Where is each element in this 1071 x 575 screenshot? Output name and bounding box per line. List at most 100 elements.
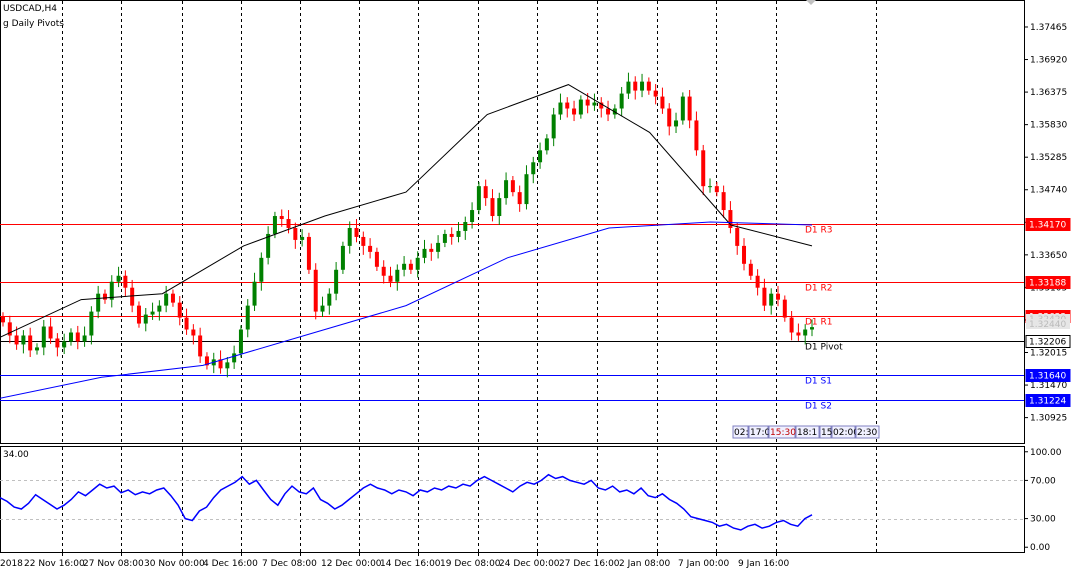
- candle-body: [21, 335, 26, 345]
- candle-body: [476, 186, 481, 211]
- x-tick-label: 14 Dec 16:00: [380, 559, 441, 569]
- candle-body: [653, 90, 658, 97]
- indicator-title: g Daily Pivots: [3, 19, 64, 29]
- oscillator-line: [0, 473, 813, 531]
- candle-body: [340, 245, 345, 270]
- level-label-d1-r1: D1 R1: [805, 318, 833, 328]
- candle-body: [143, 314, 148, 324]
- candle-body: [14, 335, 19, 345]
- candle-body: [803, 329, 808, 336]
- candle-body: [347, 227, 352, 246]
- candle-body: [218, 359, 223, 369]
- candle-body: [48, 326, 53, 339]
- candle-body: [667, 108, 672, 127]
- candle-body: [442, 233, 447, 243]
- x-tick-label: 27 Dec 16:00: [559, 559, 620, 569]
- time-label-box: [732, 425, 749, 439]
- candle-body: [769, 293, 774, 306]
- y-tick-label: 1.31470: [1030, 381, 1067, 391]
- candle-body: [748, 263, 753, 276]
- candle-body: [810, 327, 814, 330]
- price-badge-label: 1.33188: [1029, 279, 1066, 289]
- candle-body: [701, 150, 706, 187]
- x-tick-label: 22 Nov 16:00: [24, 559, 85, 569]
- current-price-badge: [1026, 319, 1070, 329]
- candle-body: [626, 81, 631, 94]
- x-tick-label: 2018: [0, 559, 23, 569]
- x-tick-label: 7 Jan 00:00: [678, 559, 730, 569]
- candle-body: [55, 338, 60, 348]
- candle-body: [361, 236, 366, 246]
- candle-body: [449, 233, 454, 237]
- time-grid: [62, 1, 877, 552]
- candle-body: [89, 311, 94, 336]
- candle-body: [245, 305, 250, 330]
- candle-body: [300, 236, 305, 240]
- candle-body: [136, 305, 141, 324]
- candle-body: [238, 329, 243, 354]
- candle-body: [429, 248, 434, 252]
- candle-body: [551, 114, 556, 139]
- y-tick-label: 1.33650: [1030, 251, 1067, 261]
- y-tick-label: 1.37465: [1030, 23, 1067, 33]
- candle-body: [415, 257, 420, 270]
- candle-body: [422, 248, 427, 258]
- candle-body: [762, 287, 767, 306]
- candle-body: [606, 108, 611, 115]
- candle-body: [544, 138, 549, 151]
- osc-tick-label: 0.00: [1030, 543, 1050, 553]
- candle-body: [524, 174, 529, 205]
- candle-body: [293, 227, 298, 240]
- candle-body: [687, 96, 692, 121]
- price-badge-bg: [1025, 276, 1071, 289]
- candle-body: [510, 180, 515, 193]
- candle-body: [578, 99, 583, 115]
- x-tick-label: 12 Dec 00:00: [321, 559, 382, 569]
- y-tick-label: 1.35830: [1030, 121, 1067, 131]
- candle-body: [714, 186, 719, 193]
- osc-tick-label: 70.00: [1030, 476, 1056, 486]
- price-badge-bg: [1025, 394, 1071, 407]
- candle-body: [395, 269, 400, 282]
- candle-body: [272, 216, 277, 234]
- candle-body: [538, 150, 543, 163]
- candle-body: [109, 281, 114, 300]
- candle-body: [708, 186, 713, 188]
- x-tick-label: 2 Jan 08:00: [619, 559, 671, 569]
- price-badges: 1.341701.331881.326221.322061.316401.312…: [1025, 218, 1071, 407]
- candle-body: [7, 322, 12, 336]
- candle-body: [755, 275, 760, 288]
- candle-body: [660, 96, 665, 109]
- time-label: 15: [821, 428, 832, 438]
- candle-body: [565, 102, 570, 109]
- symbol-title: USDCAD,H4: [3, 4, 57, 14]
- oscillator-series: [0, 473, 1024, 531]
- price-badge-bg: [1025, 218, 1071, 231]
- candle-body: [585, 99, 590, 106]
- candle-body: [28, 335, 33, 351]
- y-tick-label: 1.34740: [1030, 186, 1067, 196]
- candle-body: [490, 198, 495, 217]
- moving-averages: [0, 84, 813, 399]
- candle-body: [633, 81, 638, 91]
- candle-body: [157, 305, 162, 312]
- time-label-box: [819, 425, 832, 439]
- candle-body: [225, 362, 230, 369]
- time-labels-box: 02: 17:0 15:30 18:1 15 02:002:30: [732, 425, 880, 439]
- time-label: 02:: [734, 428, 748, 438]
- candle-body: [184, 317, 189, 330]
- y-tick-label: 1.36920: [1030, 56, 1067, 66]
- y-tick-label: 1.35285: [1030, 153, 1067, 163]
- candle-body: [354, 227, 359, 237]
- osc-tick-label: 30.00: [1030, 515, 1056, 525]
- candlestick-series: [1, 72, 814, 378]
- candle-body: [368, 245, 373, 252]
- candle-body: [517, 192, 522, 205]
- candle-body: [789, 317, 794, 333]
- x-tick-label: 9 Jan 16:00: [738, 559, 790, 569]
- y-tick-label: 1.32015: [1030, 349, 1067, 359]
- candle-body: [116, 275, 121, 282]
- chart-shift-marker[interactable]: [806, 0, 816, 5]
